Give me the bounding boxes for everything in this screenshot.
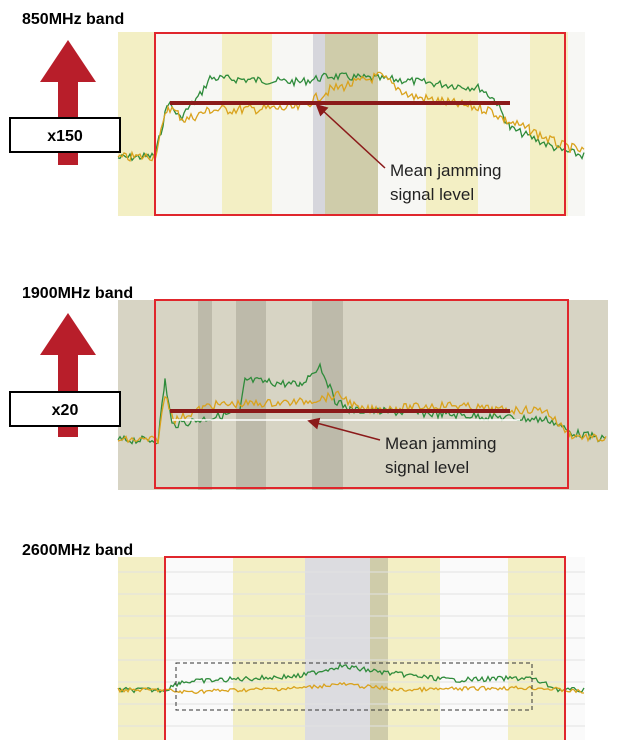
factor: x20 [52,402,79,419]
band-shade [118,32,155,216]
panel-1900: x20 1900MHz band Mean jamming signal lev… [10,285,608,490]
band-shade [313,32,325,216]
band-shade [370,557,388,740]
figure: x150 850MHz band Mean jamming signal lev… [0,0,627,740]
band-shade [198,300,212,490]
band-shade [236,300,266,490]
panel-2600: 2600MHz band [22,542,585,740]
panel-title: 1900MHz band [22,285,133,302]
panel-title: 2600MHz band [22,542,133,559]
arrow-head [40,40,96,82]
band-shade [222,32,272,216]
band-shade [530,32,568,216]
band-shade [118,557,165,740]
arrow-head [40,313,96,355]
annotation: Mean jamming [390,161,502,180]
annotation: signal level [390,185,474,204]
panel-title: 850MHz band [22,11,124,28]
annotation: Mean jamming [385,434,497,453]
band-shade [233,557,305,740]
band-shade [508,557,565,740]
factor: x150 [47,128,83,145]
plot-bg [118,300,608,490]
panel-850: x150 850MHz band Mean jamming signal lev… [10,11,585,216]
band-shade [388,557,440,740]
annotation: signal level [385,458,469,477]
